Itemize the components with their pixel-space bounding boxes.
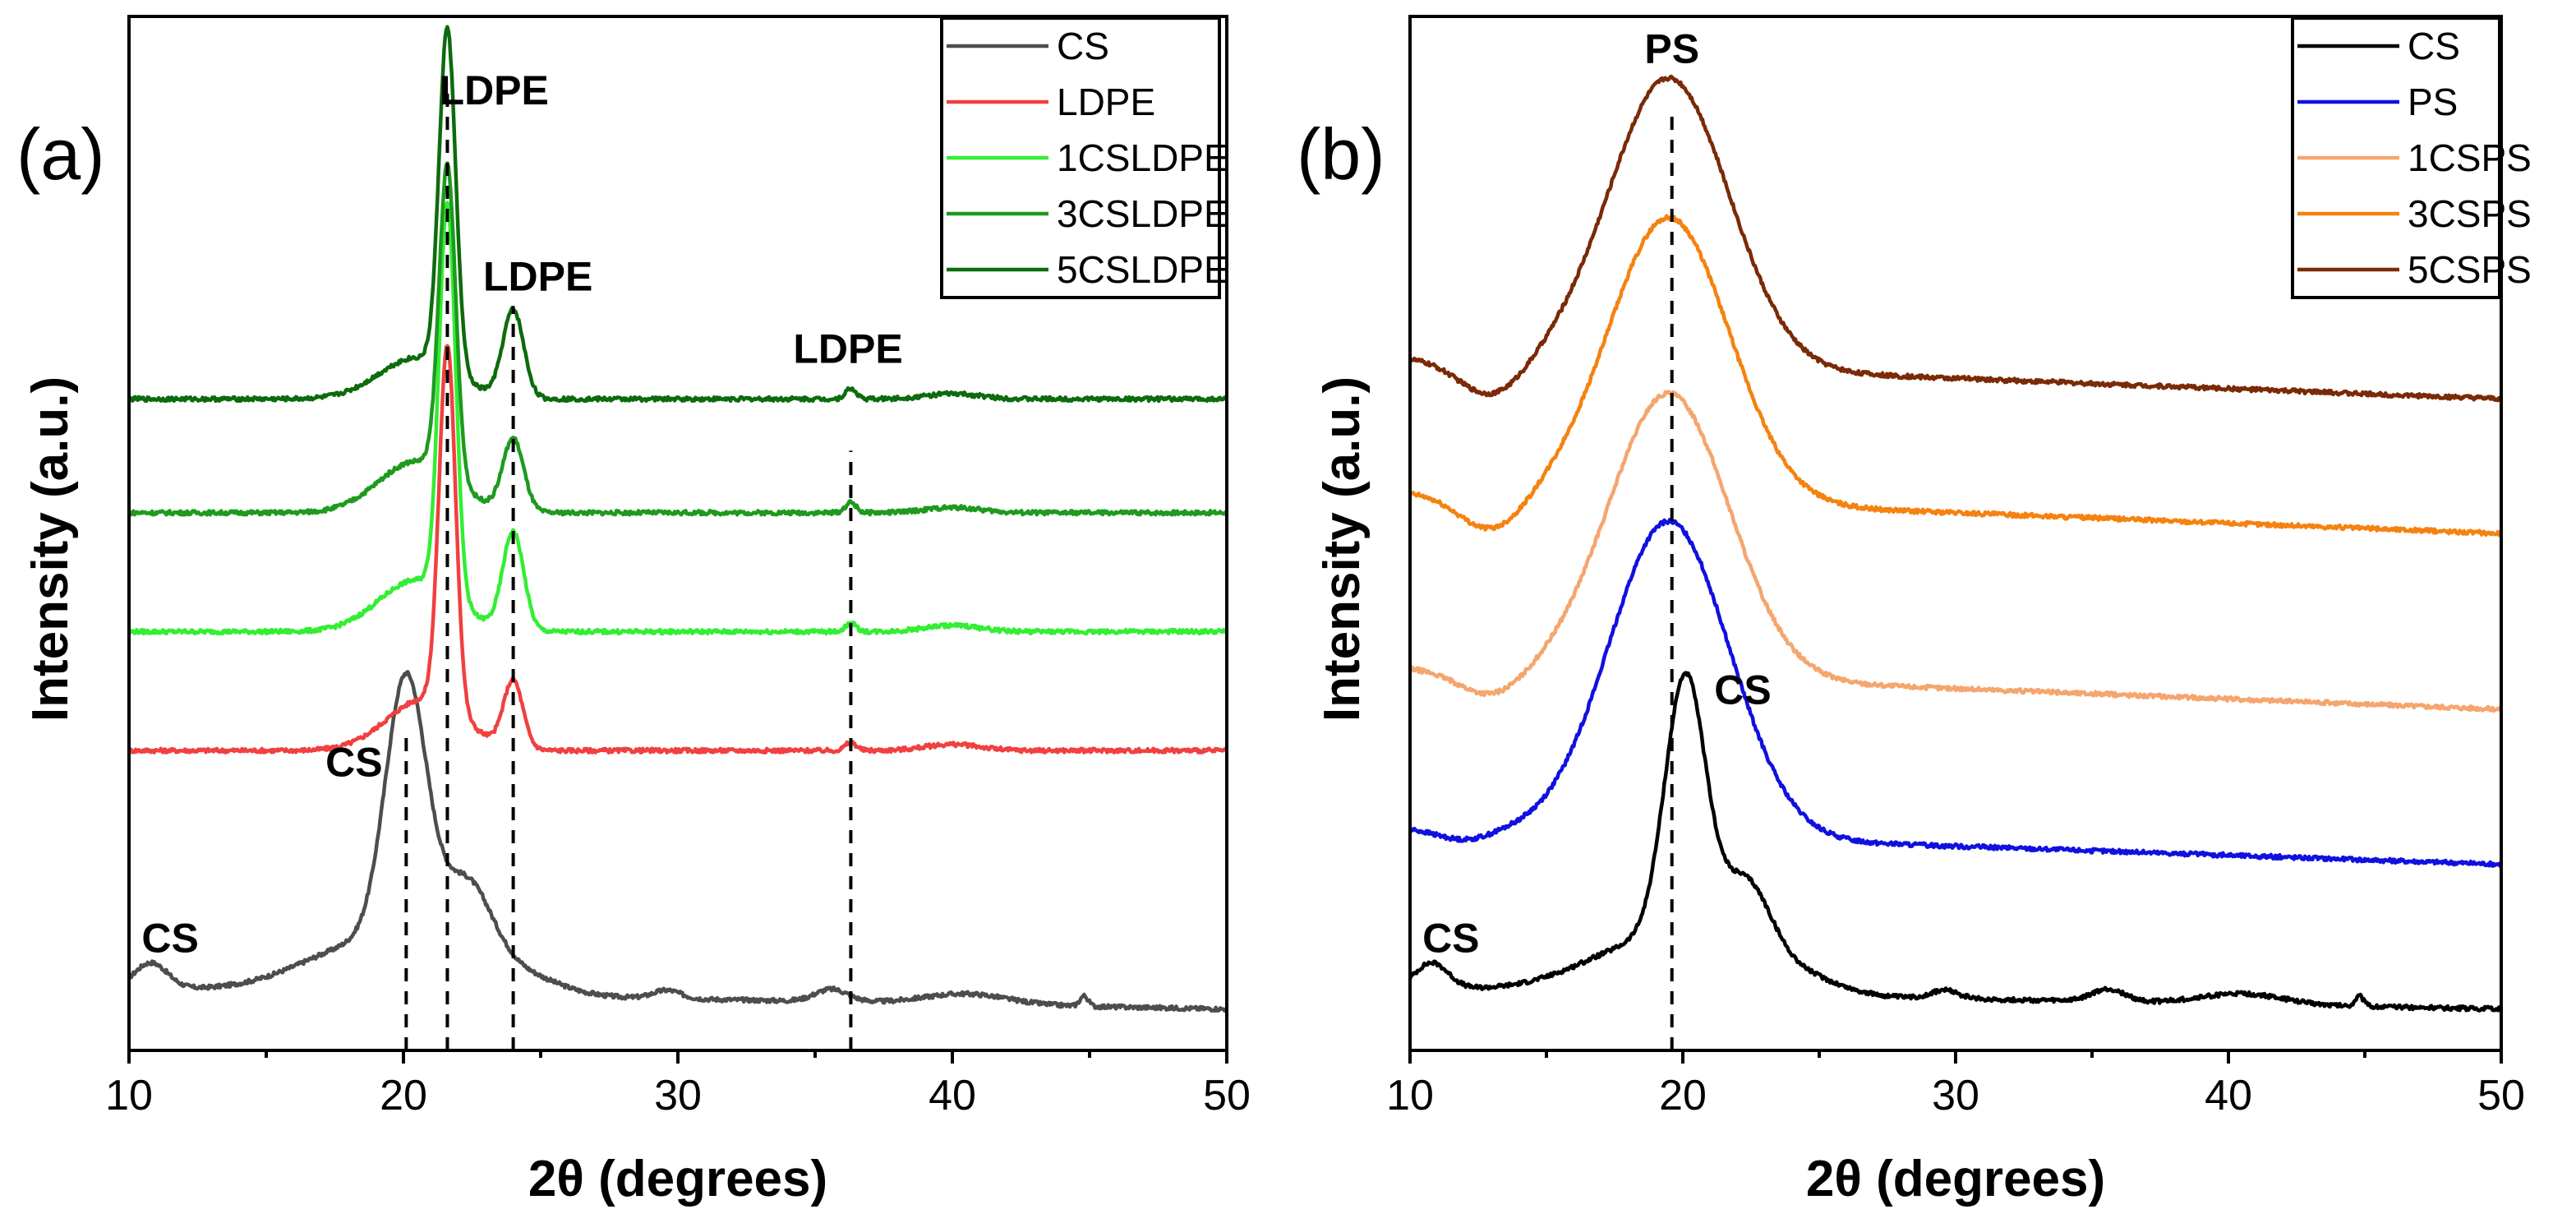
legend-label: 5CSPS bbox=[2408, 248, 2532, 291]
legend: CS PS 1CSPS 3CSPS 5CSPS bbox=[2291, 16, 2532, 299]
legend-label: 3CSLDPE bbox=[1057, 192, 1229, 235]
x-tick-label: 10 bbox=[105, 1072, 153, 1119]
peak-annotation: LDPE bbox=[793, 325, 902, 372]
series-line-5csldpe bbox=[127, 25, 1228, 404]
peak-annotation: CS bbox=[1714, 667, 1771, 713]
series-line-cs bbox=[127, 670, 1229, 1013]
x-tick-label: 50 bbox=[2477, 1072, 2525, 1119]
x-tick-label: 20 bbox=[380, 1072, 427, 1119]
legend-label: PS bbox=[2408, 81, 2458, 123]
peak-annotation: CS bbox=[141, 915, 198, 961]
legend-label: 3CSPS bbox=[2408, 192, 2532, 235]
legend-label: CS bbox=[1057, 25, 1109, 67]
legend-label: 5CSLDPE bbox=[1057, 248, 1229, 291]
legend-label: 1CSPS bbox=[2408, 136, 2532, 179]
peak-annotation: CS bbox=[325, 740, 382, 786]
x-tick-label: 30 bbox=[654, 1072, 702, 1119]
peak-annotation: CS bbox=[1422, 915, 1479, 961]
legend-label: LDPE bbox=[1057, 81, 1155, 123]
peak-annotation: LDPE bbox=[483, 253, 592, 299]
series-line-5csps bbox=[1408, 74, 2504, 403]
panel-a: LDPE LDPE LDPE CS CS 10 20 30 40 50 2θ (degrees) In… bbox=[16, 15, 1251, 1207]
peak-annotation: PS bbox=[1644, 26, 1699, 72]
x-tick-label: 50 bbox=[1203, 1072, 1251, 1119]
peak-annotation: LDPE bbox=[440, 67, 549, 113]
x-axis-title: 2θ (degrees) bbox=[528, 1151, 827, 1207]
panel-label: (b) bbox=[1297, 113, 1385, 195]
x-tick-label: 30 bbox=[1932, 1072, 1979, 1119]
series-line-3csldpe bbox=[128, 161, 1229, 517]
series-line-1csps bbox=[1409, 390, 2504, 713]
y-axis-title: Intensity (a.u.) bbox=[22, 376, 79, 722]
series-line-ps bbox=[1408, 517, 2504, 869]
legend-label: 1CSLDPE bbox=[1057, 136, 1229, 179]
panel-b: PS CS CS 10 20 30 40 50 2θ (degrees) Intensity (a… bbox=[1297, 15, 2532, 1207]
x-tick-label: 40 bbox=[2205, 1072, 2252, 1119]
legend: CS LDPE 1CSLDPE 3CSLDPE 5CSLDPE bbox=[940, 16, 1229, 299]
series-line-3csps bbox=[1408, 214, 2502, 538]
series-line-cs bbox=[1408, 671, 2502, 1013]
series-line-ldpe bbox=[127, 344, 1229, 755]
x-tick-label: 40 bbox=[929, 1072, 976, 1119]
x-tick-label: 20 bbox=[1659, 1072, 1707, 1119]
panel-label: (a) bbox=[16, 113, 105, 195]
x-axis-title: 2θ (degrees) bbox=[1806, 1151, 2105, 1207]
series-line-1csldpe bbox=[127, 201, 1228, 636]
x-tick-label: 10 bbox=[1386, 1072, 1434, 1119]
legend-label: CS bbox=[2408, 25, 2460, 67]
y-axis-title: Intensity (a.u.) bbox=[1314, 376, 1371, 722]
